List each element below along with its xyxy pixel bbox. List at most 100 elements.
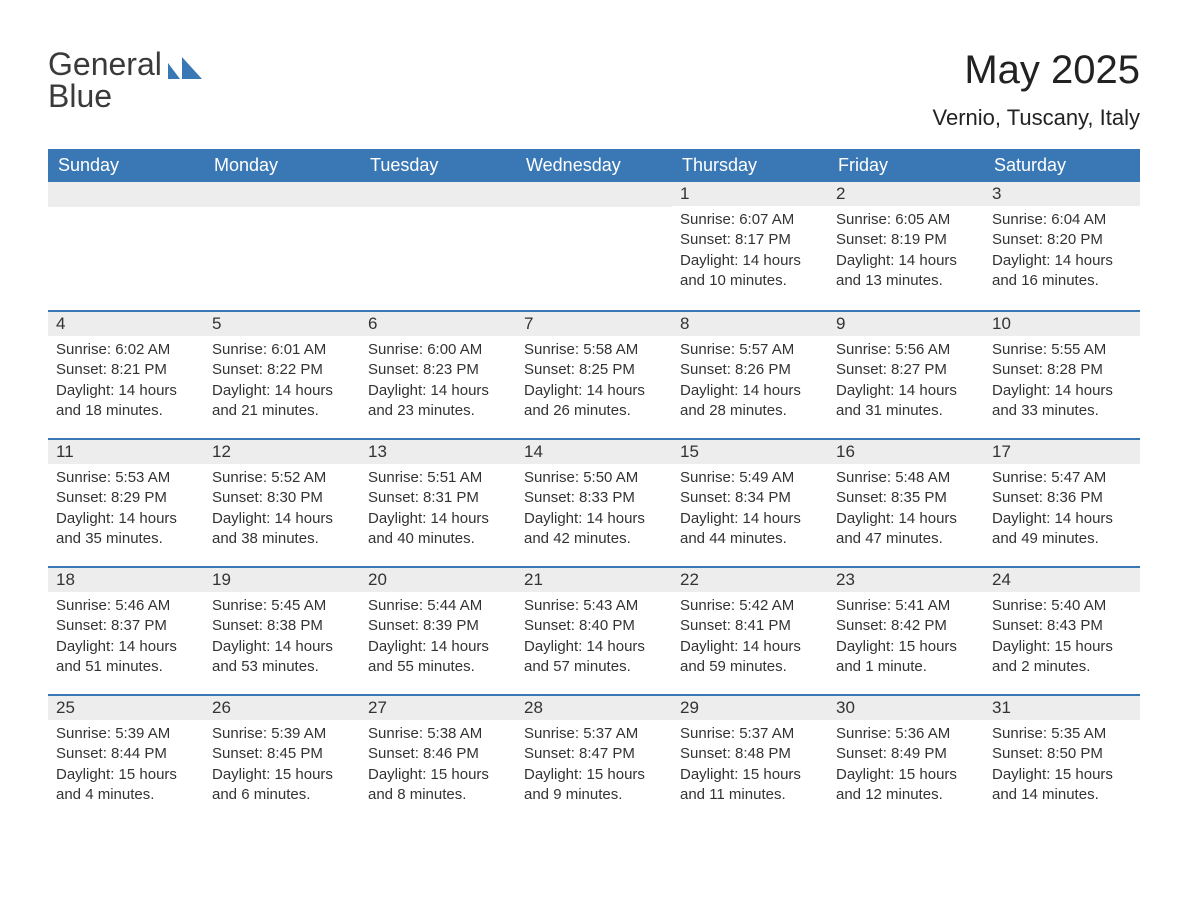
day-number: 9	[828, 310, 984, 336]
calendar-day-cell: 5Sunrise: 6:01 AMSunset: 8:22 PMDaylight…	[204, 310, 360, 438]
daylight-text: Daylight: 15 hours and 12 minutes.	[836, 765, 976, 806]
empty-day	[516, 182, 672, 207]
day-details: Sunrise: 5:58 AMSunset: 8:25 PMDaylight:…	[516, 336, 672, 429]
calendar-day-cell: 15Sunrise: 5:49 AMSunset: 8:34 PMDayligh…	[672, 438, 828, 566]
sunset-text: Sunset: 8:36 PM	[992, 488, 1132, 508]
day-number: 8	[672, 310, 828, 336]
day-number: 19	[204, 566, 360, 592]
day-details: Sunrise: 5:43 AMSunset: 8:40 PMDaylight:…	[516, 592, 672, 685]
sunset-text: Sunset: 8:26 PM	[680, 360, 820, 380]
empty-day	[204, 182, 360, 207]
sunset-text: Sunset: 8:45 PM	[212, 744, 352, 764]
daylight-text: Daylight: 14 hours and 59 minutes.	[680, 637, 820, 678]
sunset-text: Sunset: 8:50 PM	[992, 744, 1132, 764]
day-header: Thursday	[672, 149, 828, 182]
sunset-text: Sunset: 8:49 PM	[836, 744, 976, 764]
calendar-day-cell: 17Sunrise: 5:47 AMSunset: 8:36 PMDayligh…	[984, 438, 1140, 566]
sunrise-text: Sunrise: 5:49 AM	[680, 468, 820, 488]
day-header: Wednesday	[516, 149, 672, 182]
calendar-day-cell: 22Sunrise: 5:42 AMSunset: 8:41 PMDayligh…	[672, 566, 828, 694]
day-number: 1	[672, 182, 828, 206]
sunset-text: Sunset: 8:46 PM	[368, 744, 508, 764]
logo: General Blue	[48, 48, 200, 112]
daylight-text: Daylight: 14 hours and 28 minutes.	[680, 381, 820, 422]
empty-day	[360, 182, 516, 207]
daylight-text: Daylight: 14 hours and 49 minutes.	[992, 509, 1132, 550]
calendar-day-cell: 25Sunrise: 5:39 AMSunset: 8:44 PMDayligh…	[48, 694, 204, 822]
calendar-day-cell: 11Sunrise: 5:53 AMSunset: 8:29 PMDayligh…	[48, 438, 204, 566]
sunrise-text: Sunrise: 6:01 AM	[212, 340, 352, 360]
calendar-day-cell: 30Sunrise: 5:36 AMSunset: 8:49 PMDayligh…	[828, 694, 984, 822]
sunset-text: Sunset: 8:27 PM	[836, 360, 976, 380]
daylight-text: Daylight: 14 hours and 23 minutes.	[368, 381, 508, 422]
day-details: Sunrise: 5:39 AMSunset: 8:44 PMDaylight:…	[48, 720, 204, 813]
daylight-text: Daylight: 14 hours and 42 minutes.	[524, 509, 664, 550]
calendar-day-cell: 29Sunrise: 5:37 AMSunset: 8:48 PMDayligh…	[672, 694, 828, 822]
calendar-day-cell: 2Sunrise: 6:05 AMSunset: 8:19 PMDaylight…	[828, 182, 984, 310]
day-number: 15	[672, 438, 828, 464]
sunrise-text: Sunrise: 5:36 AM	[836, 724, 976, 744]
day-details: Sunrise: 5:39 AMSunset: 8:45 PMDaylight:…	[204, 720, 360, 813]
calendar-day-cell: 13Sunrise: 5:51 AMSunset: 8:31 PMDayligh…	[360, 438, 516, 566]
sunrise-text: Sunrise: 5:35 AM	[992, 724, 1132, 744]
day-number: 7	[516, 310, 672, 336]
calendar-day-cell: 10Sunrise: 5:55 AMSunset: 8:28 PMDayligh…	[984, 310, 1140, 438]
logo-word2: Blue	[48, 78, 112, 114]
day-number: 5	[204, 310, 360, 336]
calendar-day-cell: 20Sunrise: 5:44 AMSunset: 8:39 PMDayligh…	[360, 566, 516, 694]
sunset-text: Sunset: 8:38 PM	[212, 616, 352, 636]
sunset-text: Sunset: 8:44 PM	[56, 744, 196, 764]
sunrise-text: Sunrise: 5:55 AM	[992, 340, 1132, 360]
triangle-icon	[168, 63, 180, 79]
calendar-day-cell: 6 Sunrise: 6:00 AMSunset: 8:23 PMDaylight…	[360, 310, 516, 438]
sunset-text: Sunset: 8:22 PM	[212, 360, 352, 380]
day-details: Sunrise: 5:57 AMSunset: 8:26 PMDaylight:…	[672, 336, 828, 429]
day-details: Sunrise: 5:40 AMSunset: 8:43 PMDaylight:…	[984, 592, 1140, 685]
calendar-day-cell: 1Sunrise: 6:07 AMSunset: 8:17 PMDaylight…	[672, 182, 828, 310]
day-number: 16	[828, 438, 984, 464]
calendar-day-cell: 24Sunrise: 5:40 AMSunset: 8:43 PMDayligh…	[984, 566, 1140, 694]
daylight-text: Daylight: 15 hours and 2 minutes.	[992, 637, 1132, 678]
sunrise-text: Sunrise: 5:51 AM	[368, 468, 508, 488]
calendar-week-row: 11Sunrise: 5:53 AMSunset: 8:29 PMDayligh…	[48, 438, 1140, 566]
sunrise-text: Sunrise: 5:37 AM	[680, 724, 820, 744]
day-number: 11	[48, 438, 204, 464]
calendar-day-cell	[360, 182, 516, 310]
day-details: Sunrise: 5:53 AMSunset: 8:29 PMDaylight:…	[48, 464, 204, 557]
calendar-day-cell: 9Sunrise: 5:56 AMSunset: 8:27 PMDaylight…	[828, 310, 984, 438]
sunset-text: Sunset: 8:30 PM	[212, 488, 352, 508]
day-details: Sunrise: 5:38 AMSunset: 8:46 PMDaylight:…	[360, 720, 516, 813]
sunrise-text: Sunrise: 5:47 AM	[992, 468, 1132, 488]
daylight-text: Daylight: 15 hours and 6 minutes.	[212, 765, 352, 806]
page-header: General Blue May 2025 Vernio, Tuscany, I…	[48, 48, 1140, 141]
sunset-text: Sunset: 8:23 PM	[368, 360, 508, 380]
sunrise-text: Sunrise: 5:39 AM	[56, 724, 196, 744]
calendar-day-cell: 21Sunrise: 5:43 AMSunset: 8:40 PMDayligh…	[516, 566, 672, 694]
daylight-text: Daylight: 14 hours and 38 minutes.	[212, 509, 352, 550]
calendar-day-cell: 16Sunrise: 5:48 AMSunset: 8:35 PMDayligh…	[828, 438, 984, 566]
daylight-text: Daylight: 14 hours and 47 minutes.	[836, 509, 976, 550]
daylight-text: Daylight: 14 hours and 44 minutes.	[680, 509, 820, 550]
day-number: 2	[828, 182, 984, 206]
day-number: 4	[48, 310, 204, 336]
sunset-text: Sunset: 8:21 PM	[56, 360, 196, 380]
calendar-week-row: 4 Sunrise: 6:02 AMSunset: 8:21 PM Daylight…	[48, 310, 1140, 438]
daylight-text: Daylight: 14 hours and 10 minutes.	[680, 251, 820, 292]
daylight-text: Daylight: 14 hours and 26 minutes.	[524, 381, 664, 422]
day-details: Sunrise: 5:52 AMSunset: 8:30 PMDaylight:…	[204, 464, 360, 557]
day-number: 6	[360, 310, 516, 336]
calendar-day-cell: 14Sunrise: 5:50 AMSunset: 8:33 PMDayligh…	[516, 438, 672, 566]
sunrise-text: Sunrise: 6:00 AM	[368, 340, 508, 360]
title-block: May 2025 Vernio, Tuscany, Italy	[933, 48, 1140, 141]
calendar-day-cell: 27Sunrise: 5:38 AMSunset: 8:46 PMDayligh…	[360, 694, 516, 822]
calendar-day-cell	[516, 182, 672, 310]
sunrise-text: Sunrise: 6:02 AM	[56, 340, 196, 360]
day-details: Sunrise: 5:45 AMSunset: 8:38 PMDaylight:…	[204, 592, 360, 685]
day-number: 3	[984, 182, 1140, 206]
daylight-text: Daylight: 14 hours and 40 minutes.	[368, 509, 508, 550]
daylight-text: Daylight: 15 hours and 4 minutes.	[56, 765, 196, 806]
day-details: Sunrise: 5:49 AMSunset: 8:34 PMDaylight:…	[672, 464, 828, 557]
day-details: Sunrise: 6:01 AMSunset: 8:22 PMDaylight:…	[204, 336, 360, 429]
day-details: Sunrise: 5:51 AMSunset: 8:31 PMDaylight:…	[360, 464, 516, 557]
day-details: Sunrise: 5:42 AMSunset: 8:41 PMDaylight:…	[672, 592, 828, 685]
